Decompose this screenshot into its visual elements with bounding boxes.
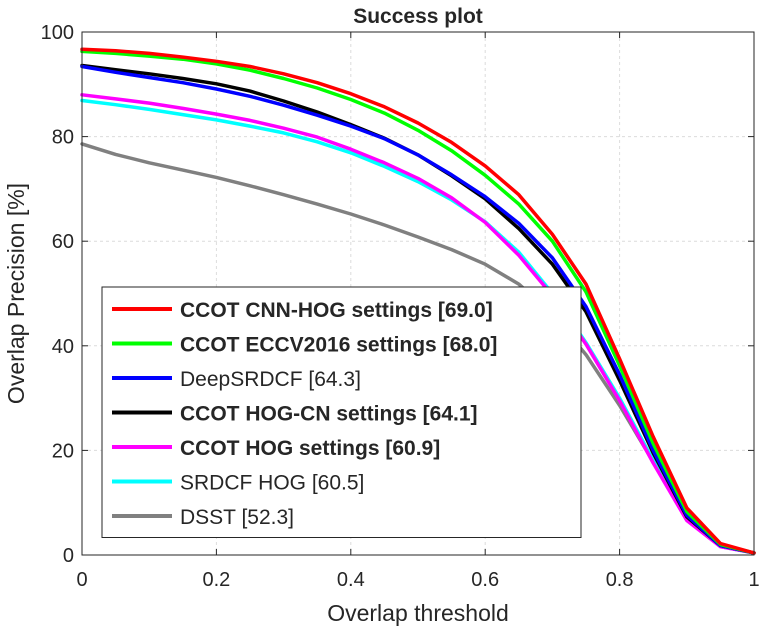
axis-ticks: 0 0.2 0.4 0.6 0.8 1 0 20 40 60 80 100 [41,22,760,591]
x-tick-label: 0.6 [471,569,499,591]
series-line [80,47,756,555]
x-axis-label: Overlap threshold [327,600,509,626]
y-axis-label: Overlap Precision [%] [3,183,29,404]
legend-label: CCOT HOG-CN settings [64.1] [180,403,478,426]
x-tick-label: 1 [748,569,759,591]
y-tick-label: 20 [52,440,74,462]
legend-label: CCOT ECCV2016 settings [68.0] [180,334,497,357]
y-tick-label: 0 [63,545,74,567]
series-line [80,49,756,555]
legend-label: CCOT HOG settings [60.9] [180,437,440,460]
x-tick-label: 0 [76,569,87,591]
y-tick-label: 80 [52,127,74,149]
x-tick-label: 0.8 [606,569,634,591]
legend-label: DSST [52.3] [180,506,294,529]
legend-label: CCOT CNN-HOG settings [69.0] [180,299,493,322]
series-line [80,64,756,555]
series-lines [80,47,756,555]
legend-box [101,286,582,538]
series-line [80,93,756,555]
y-tick-label: 100 [41,22,74,44]
plot-frame [81,31,755,556]
chart-title: Success plot [353,5,483,28]
legend: CCOT CNN-HOG settings [69.0] CCOT ECCV201… [101,286,582,538]
x-tick-label: 0.4 [337,569,365,591]
legend-label: DeepSRDCF [64.3] [180,368,361,391]
y-tick-label: 60 [52,231,74,253]
x-tick-label: 0.2 [202,569,230,591]
y-tick-label: 40 [52,336,74,358]
legend-label: SRDCF HOG [60.5] [180,472,364,495]
